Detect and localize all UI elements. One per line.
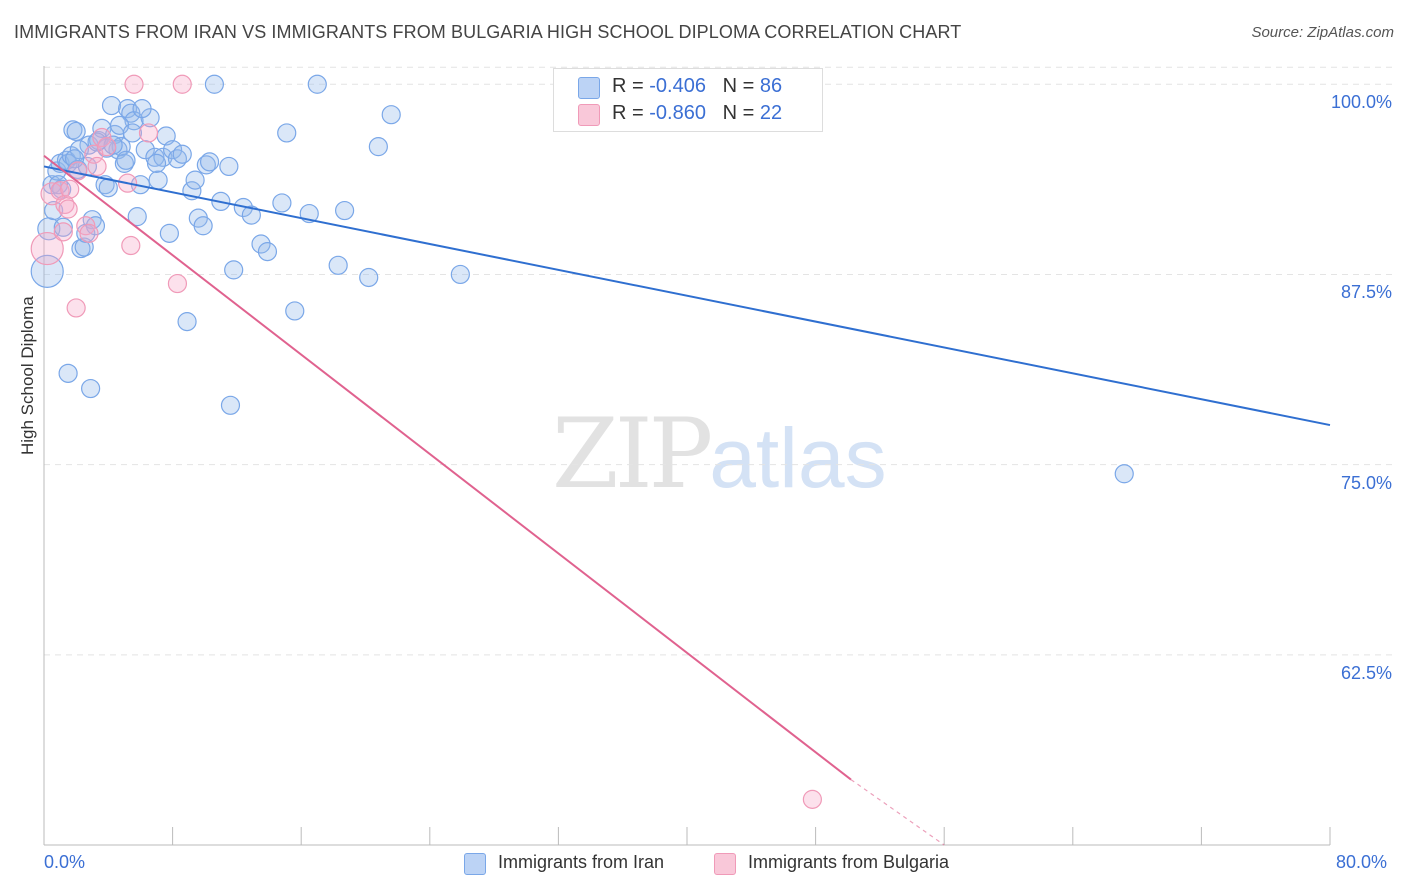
bulgaria-trend-line xyxy=(43,154,852,781)
iran-legend-swatch xyxy=(464,853,486,875)
iran-point xyxy=(381,105,401,125)
iran-point xyxy=(196,155,216,175)
iran-point xyxy=(219,156,239,177)
iran-point xyxy=(185,170,205,190)
chart-title: IMMIGRANTS FROM IRAN VS IMMIGRANTS FROM … xyxy=(14,22,962,42)
bulgaria-trend-extension xyxy=(850,779,945,846)
iran-point xyxy=(450,264,470,285)
iran-point xyxy=(66,121,86,142)
iran-point xyxy=(58,363,78,383)
iran-n-value: 86 xyxy=(759,75,783,97)
y-tick-label: 87.5% xyxy=(1340,282,1392,303)
bulgaria-point xyxy=(97,137,117,157)
y-tick-label: 62.5% xyxy=(1340,662,1392,683)
y-axis-label: High School Diploma xyxy=(18,296,37,455)
bulgaria-n-label: N = xyxy=(722,102,760,124)
axes xyxy=(43,66,1331,846)
iran-point xyxy=(85,216,106,236)
x-tick-label-max: 80.0% xyxy=(1336,852,1388,872)
iran-point xyxy=(146,153,167,173)
iran-point xyxy=(132,99,152,119)
iran-point xyxy=(193,216,213,236)
iran-point xyxy=(241,205,261,225)
iran-point xyxy=(163,140,183,160)
iran-n-label: N = xyxy=(722,75,760,97)
iran-point xyxy=(44,200,64,221)
iran-point xyxy=(224,260,244,280)
iran-point xyxy=(199,152,220,172)
iran-legend-label: Immigrants from Iran xyxy=(498,852,665,872)
bulgaria-legend-label: Immigrants from Bulgaria xyxy=(748,852,950,872)
iran-point xyxy=(116,150,136,170)
source-label: Source: ZipAtlas.com xyxy=(1251,24,1394,41)
iran-point xyxy=(103,135,123,155)
bulgaria-swatch xyxy=(578,104,600,126)
iran-point xyxy=(335,200,355,221)
iran-point xyxy=(135,140,155,160)
correlation-legend: R = -0.406 N = 86 R = -0.860 N = 22 xyxy=(553,68,823,132)
iran-point xyxy=(251,234,271,254)
bulgaria-point xyxy=(60,179,80,199)
iran-point xyxy=(172,144,192,164)
iran-point xyxy=(148,170,168,190)
bulgaria-point xyxy=(167,273,188,294)
x-tick-label-min: 0.0% xyxy=(44,852,86,872)
iran-point xyxy=(114,153,134,173)
bulgaria-points xyxy=(30,74,822,809)
bulgaria-point xyxy=(53,222,73,242)
iran-point xyxy=(204,74,224,94)
bulgaria-r-label: R = xyxy=(612,102,650,124)
iran-point xyxy=(127,207,147,227)
bulgaria-point xyxy=(87,156,107,177)
iran-point xyxy=(30,254,64,289)
bulgaria-n-value: 22 xyxy=(759,102,783,124)
iran-point xyxy=(277,123,297,143)
bulgaria-point xyxy=(124,74,144,94)
iran-point xyxy=(69,140,89,160)
iran-point xyxy=(257,242,278,262)
iran-r-label: R = xyxy=(612,75,650,97)
iran-point xyxy=(122,123,143,143)
bulgaria-point xyxy=(121,235,141,256)
iran-point xyxy=(285,301,305,321)
bulgaria-point xyxy=(172,74,192,94)
bulgaria-point xyxy=(58,199,78,219)
iran-point xyxy=(307,74,327,94)
bulgaria-point xyxy=(802,789,822,809)
iran-point xyxy=(63,120,83,140)
iran-point xyxy=(220,395,241,415)
iran-point xyxy=(159,223,179,243)
watermark-zip: ZIP xyxy=(552,398,713,510)
iran-point xyxy=(368,137,388,157)
y-tick-label: 75.0% xyxy=(1340,472,1392,493)
iran-point xyxy=(328,255,348,275)
bulgaria-point xyxy=(79,223,99,243)
bulgaria-r-value: -0.860 xyxy=(649,102,706,124)
bulgaria-point xyxy=(138,123,159,143)
bulgaria-legend-swatch xyxy=(714,853,736,875)
bulgaria-point xyxy=(92,127,112,148)
gridlines xyxy=(44,66,1392,656)
iran-swatch xyxy=(578,77,600,99)
bulgaria-point xyxy=(30,231,64,266)
watermark: ZIPatlas xyxy=(552,398,887,510)
iran-point xyxy=(359,267,379,288)
iran-point xyxy=(177,312,197,332)
iran-points xyxy=(30,74,1134,484)
iran-trend-line xyxy=(43,165,1331,427)
trend-lines xyxy=(43,154,1331,846)
y-tick-label: 100.0% xyxy=(1330,92,1392,113)
iran-point xyxy=(81,378,101,399)
iran-point xyxy=(64,149,85,169)
iran-point xyxy=(71,238,91,259)
watermark-atlas: atlas xyxy=(709,411,887,505)
iran-r-value: -0.406 xyxy=(649,75,706,97)
iran-point xyxy=(101,95,122,116)
iran-point xyxy=(1114,464,1134,484)
bulgaria-point xyxy=(66,298,86,318)
iran-point xyxy=(53,217,73,237)
iran-point xyxy=(272,193,292,213)
